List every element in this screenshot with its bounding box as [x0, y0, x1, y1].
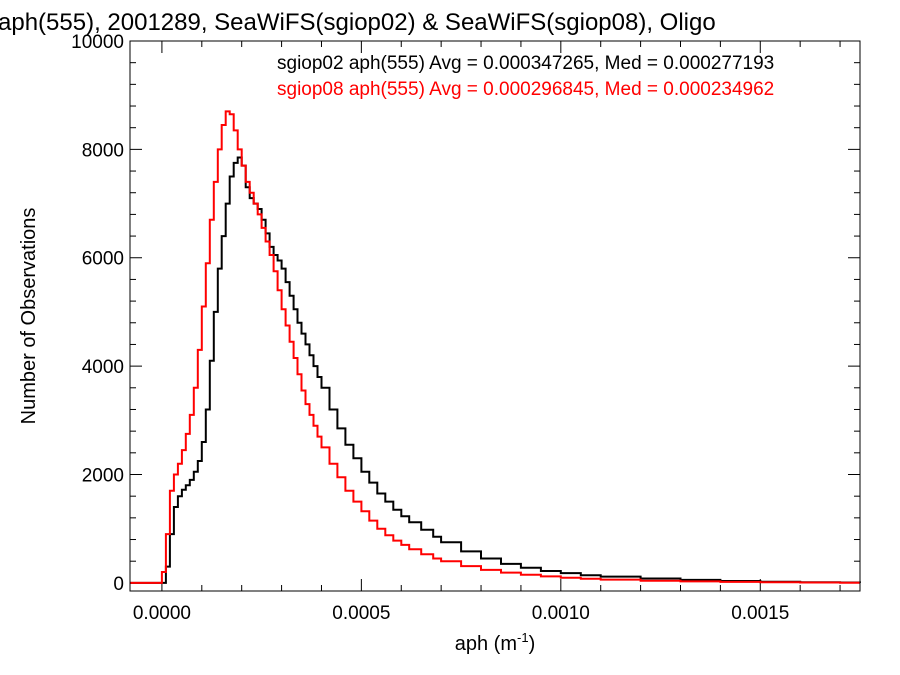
- legend-entry-sgiop08: sgiop08 aph(555) Avg = 0.000296845, Med …: [277, 79, 774, 100]
- y-axis-label: Number of Observations: [18, 208, 40, 425]
- chart-title: aph(555), 2001289, SeaWiFS(sgiop02) & Se…: [0, 9, 716, 36]
- series-line-sgiop08: [130, 110, 860, 584]
- y-tick-label: 2000: [82, 465, 124, 486]
- y-tick-label: 4000: [82, 357, 124, 378]
- y-tick-label: 10000: [71, 32, 124, 53]
- x-axis-label-close: ): [529, 633, 536, 655]
- y-tick-label: 6000: [82, 249, 124, 270]
- tick-labels: 0.0000 0.0005 0.0010 0.0015 0 2000 4000 6000 800…: [71, 32, 789, 624]
- x-tick-label: 0.0010: [532, 603, 590, 624]
- x-axis-label-text: aph (m: [455, 633, 517, 655]
- x-axis-label: aph (m-1): [455, 630, 535, 655]
- legend-entry-sgiop02: sgiop02 aph(555) Avg = 0.000347265, Med …: [277, 53, 774, 74]
- x-tick-label: 0.0000: [133, 603, 191, 624]
- x-tick-label: 0.0005: [332, 603, 390, 624]
- y-tick-label: 0: [113, 574, 124, 595]
- x-axis-label-superscript: -1: [517, 630, 529, 645]
- series-line-sgiop02: [130, 156, 861, 584]
- plot-frame: [129, 40, 861, 592]
- data-series: [130, 110, 861, 584]
- x-tick-label: 0.0015: [731, 603, 789, 624]
- axis-ticks: [130, 40, 860, 591]
- y-tick-label: 8000: [82, 140, 124, 161]
